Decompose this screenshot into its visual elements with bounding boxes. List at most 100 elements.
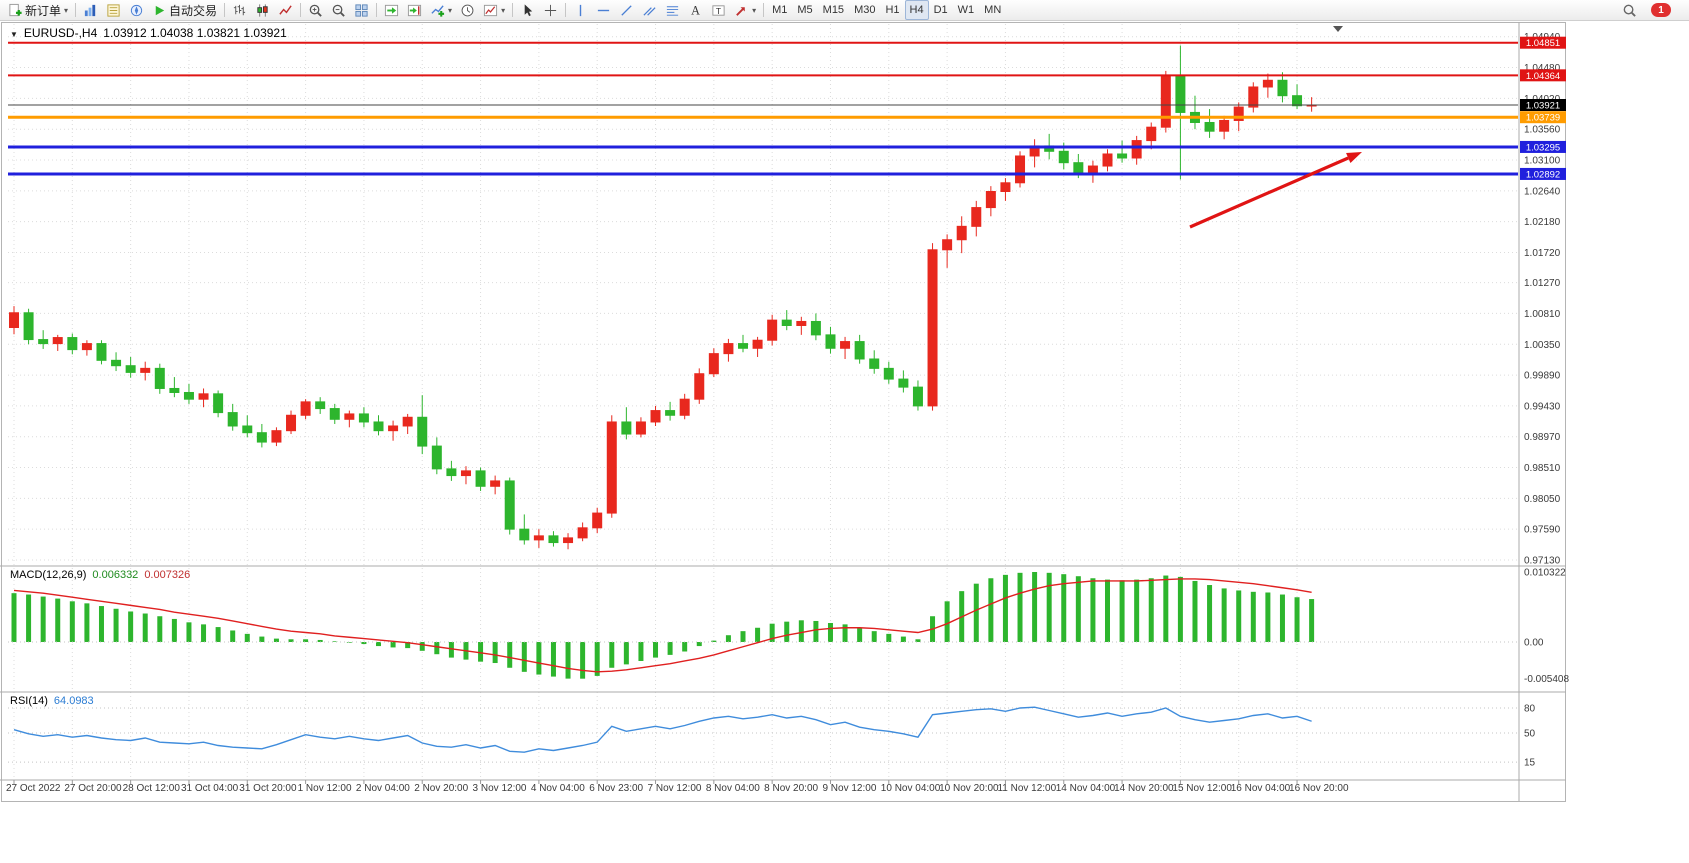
zoom-out-button[interactable]: [327, 0, 350, 20]
market-watch-button[interactable]: [102, 0, 125, 20]
bar-chart-type-button[interactable]: [228, 0, 251, 20]
clock-icon: [460, 3, 475, 18]
navigator-button[interactable]: [125, 0, 148, 20]
candle: [650, 405, 661, 426]
arrows-icon: [734, 3, 749, 18]
svg-text:1.00350: 1.00350: [1524, 340, 1561, 351]
clock-button[interactable]: [456, 0, 479, 20]
svg-text:1 Nov 12:00: 1 Nov 12:00: [298, 783, 352, 794]
candle: [329, 403, 340, 424]
candle: [271, 427, 282, 447]
indicators-icon: [430, 3, 445, 18]
ohlc-bars-icon: [232, 3, 247, 18]
svg-text:1.03100: 1.03100: [1524, 156, 1561, 167]
svg-text:1.01720: 1.01720: [1524, 248, 1561, 259]
candle: [300, 399, 311, 420]
candle: [490, 475, 501, 495]
candle: [912, 380, 923, 411]
zoom-in-button[interactable]: [304, 0, 327, 20]
svg-text:16 Nov 04:00: 16 Nov 04:00: [1231, 783, 1291, 794]
auto-scroll-icon: [384, 3, 399, 18]
chart-window-button[interactable]: [79, 0, 102, 20]
svg-text:1.03295: 1.03295: [1526, 142, 1560, 153]
svg-text:27 Oct 20:00: 27 Oct 20:00: [64, 783, 122, 794]
new-order-button-label: 新订单: [25, 3, 62, 18]
tile-windows-button[interactable]: [350, 0, 373, 20]
macd-axis-labels: 0.010322 0.00 -0.005408: [1524, 568, 1569, 686]
templates-button[interactable]: ▾: [479, 0, 509, 20]
toolbar-separator: [224, 3, 226, 17]
candle: [140, 361, 151, 381]
candle: [533, 529, 544, 548]
svg-text:1.02640: 1.02640: [1524, 186, 1561, 197]
text-button[interactable]: A: [684, 0, 707, 20]
date-axis-labels: 27 Oct 2022 27 Oct 20:00 28 Oct 12:00 31 Oc…: [6, 780, 1349, 794]
candle: [621, 407, 632, 440]
label-button[interactable]: T: [707, 0, 730, 20]
candle: [183, 383, 194, 404]
chart-shift-button[interactable]: [403, 0, 426, 20]
timeframe-h4-button[interactable]: H4: [904, 0, 929, 20]
candle: [577, 522, 588, 542]
search-button[interactable]: [1618, 0, 1641, 20]
indicators-button[interactable]: ▾: [426, 0, 456, 20]
tile-windows-icon: [354, 3, 369, 18]
candle: [52, 334, 63, 351]
line-chart-type-button[interactable]: [274, 0, 297, 20]
timeframe-m5-button[interactable]: M5: [797, 4, 813, 16]
svg-text:0.98050: 0.98050: [1524, 494, 1561, 505]
candle: [825, 326, 836, 354]
new-order-button[interactable]: 新订单 ▾: [4, 0, 72, 20]
price-marker: 1.03739: [1520, 111, 1566, 124]
svg-text:0.98510: 0.98510: [1524, 463, 1561, 474]
svg-text:7 Nov 12:00: 7 Nov 12:00: [648, 783, 702, 794]
vertical-line-button[interactable]: [569, 0, 592, 20]
crosshair-button[interactable]: [539, 0, 562, 20]
candle: [592, 507, 603, 534]
autotrade-button-label: 自动交易: [169, 3, 218, 18]
chart-shift-marker[interactable]: [1333, 26, 1343, 32]
fibonacci-button[interactable]: [661, 0, 684, 20]
toolbar-separator: [512, 3, 514, 17]
timeframe-w1-button[interactable]: W1: [957, 4, 975, 16]
candle: [402, 413, 413, 435]
svg-text:14 Nov 20:00: 14 Nov 20:00: [1114, 783, 1174, 794]
svg-text:0.97130: 0.97130: [1524, 555, 1561, 566]
price-marker: 1.04364: [1520, 69, 1566, 82]
candle: [111, 352, 122, 372]
candle: [985, 186, 996, 217]
timeframe-m15-button[interactable]: M15: [822, 4, 845, 16]
channel-button[interactable]: [638, 0, 661, 20]
autotrade-button[interactable]: 自动交易: [148, 0, 221, 20]
horizontal-line-icon: [596, 3, 611, 18]
main-toolbar: 新订单 ▾ 自动交易 ▾ ▾ A T ▾ M1 M5 M15 M30 H1 H4 D1 W1 MN 1: [0, 0, 1689, 21]
trend-arrow-annotation[interactable]: [1189, 152, 1362, 229]
candlestick-series: [9, 45, 1317, 550]
candle: [1117, 140, 1128, 163]
candle: [1131, 135, 1142, 165]
candle: [840, 336, 851, 359]
dropdown-caret-icon: ▾: [64, 5, 69, 15]
timeframe-m1-button[interactable]: M1: [772, 4, 788, 16]
horizontal-line-button[interactable]: [592, 0, 615, 20]
candle: [373, 415, 384, 436]
trendline-button[interactable]: [615, 0, 638, 20]
svg-text:8 Nov 04:00: 8 Nov 04:00: [706, 783, 760, 794]
cursor-button[interactable]: [516, 0, 539, 20]
timeframe-mn-button[interactable]: MN: [984, 4, 1002, 16]
svg-text:15: 15: [1524, 758, 1536, 769]
timeframe-d1-button[interactable]: D1: [933, 4, 948, 16]
timeframe-h1-button[interactable]: H1: [885, 4, 900, 16]
candle: [1000, 178, 1011, 201]
macd-histogram: [11, 572, 1315, 679]
svg-text:1.04480: 1.04480: [1524, 63, 1561, 74]
timeframe-m30-button[interactable]: M30: [854, 4, 876, 16]
candle: [694, 368, 705, 404]
notification-badge[interactable]: 1: [1651, 3, 1671, 17]
arrows-button[interactable]: ▾: [730, 0, 760, 20]
candle: [1277, 72, 1288, 103]
candlestick-type-button[interactable]: [251, 0, 274, 20]
auto-scroll-button[interactable]: [380, 0, 403, 20]
svg-text:15 Nov 12:00: 15 Nov 12:00: [1172, 783, 1232, 794]
